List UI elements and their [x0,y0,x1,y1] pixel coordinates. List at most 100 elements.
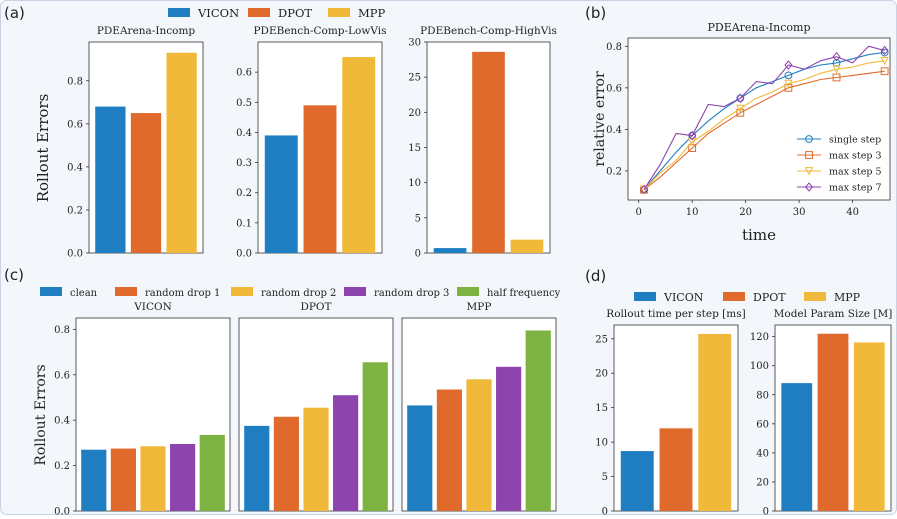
panel-a-legend-label-2: MPP [358,6,386,20]
panel-c-legend-swatch-0 [40,287,62,296]
panel-b-ylabel: relative error [592,71,608,167]
panel-d-legend-label-0: VICON [663,291,704,304]
panel-a-sub2-ytick-label: 0 [415,249,421,260]
panel-a-sub0-bar-1 [130,113,162,253]
panel-a-sub0-ytick-label: 0.2 [67,205,83,216]
panel-b-legend-marker-1 [805,151,813,159]
panel-a-sub0-ytick-label: 0.8 [67,76,83,87]
panel-b-series-1-point [880,67,889,76]
panel-d-legend-swatch-0 [634,292,656,301]
panel-c-legend-swatch-1 [115,287,137,296]
panel-c-sub1-bar-4 [362,362,388,511]
panel-c-sub1-bar-2 [303,407,329,511]
panel-c-legend-swatch-4 [457,287,479,296]
panel-d-sub1-bar-2 [853,342,885,511]
panel-a-sub1-ytick-label: 0.1 [236,218,252,229]
panel-d-sub0-ytick-label: 15 [595,403,608,414]
panel-a-sub2-ytick-label: 25 [408,73,421,84]
panel-c-sub0-bar-3 [170,444,196,511]
panel-b-series-2-point [832,65,841,74]
panel-b-xtick-label: 10 [686,207,699,218]
panel-b-xtick-label: 0 [636,207,642,218]
panel-b-series-1-point [736,108,745,117]
panel-a-legend-swatch-2 [328,8,350,17]
panel-a-sub2-ytick-label: 5 [415,213,421,224]
panel-a-sub1-bar-2 [342,57,376,254]
panel-a-sub0-bar-2 [166,52,197,253]
panel-b-series-line-3 [643,45,885,190]
panel-d-sub0-ytick-label: 5 [602,472,608,483]
panel-c-sub1-bar-3 [333,395,359,511]
panel-a-sub0-ytick-label: 0.0 [67,249,83,260]
panel-c-sub0-bar-2 [140,446,166,511]
panel-d-legend-label-1: DPOT [753,291,786,304]
panel-a-sub2-ytick-label: 30 [408,38,421,49]
panel-d-sub0-bar-1 [659,428,693,511]
panel-d-legend-swatch-2 [804,292,826,301]
panel-b-series-2-point [736,104,745,114]
panel-c-legend-label-4: half frequency [487,288,561,299]
panel-b-series-3-point [736,93,745,104]
panel-c-sub2-bar-2 [466,379,492,511]
panel-c-sub0-ytick-label: 0.0 [54,507,70,516]
panel-c-sub1-bar-0 [244,425,270,511]
panel-d-sub0-ytick-label: 20 [595,369,608,380]
panel-c-sub0-ytick-label: 0.6 [54,370,70,381]
panel-c-legend-swatch-3 [344,287,366,296]
panel-b-series-3-point [832,51,841,62]
panel-c-sub2-subplot-title: MPP [467,301,492,313]
panel-b-title: PDEArena-Incomp [707,21,810,34]
panel-c-sub1-subplot-title: DPOT [300,301,331,313]
panel-a-sub0-bar-0 [95,106,126,254]
panel-d-legend-swatch-1 [723,292,745,301]
panel-a-sub0-subplot-title: PDEArena-Incomp [97,25,196,37]
panel-a-sub1-ytick-label: 0.2 [236,188,252,199]
panel-b-series-2-point [880,56,889,66]
panel-c-sub1-bar-1 [273,416,299,511]
panel-b-legend-marker-3 [804,182,814,192]
panel-c-sub0-bar-1 [110,448,136,511]
panel-d-sub1-bar-1 [817,333,849,511]
panel-b-series-0-point [880,48,889,57]
panel-a-sub2-bar-0 [433,248,467,253]
panel-a-legend-swatch-0 [168,8,190,17]
panel-c-sub2-bar-0 [407,405,433,511]
panel-b-series-line-1 [643,70,885,191]
panel-a-sub2-ytick-label: 20 [408,108,421,119]
panel-d-sub1-ytick-label: 20 [756,477,769,488]
panel-c-legend-label-2: random drop 2 [261,288,336,299]
panel-a-sub2-ytick-label: 10 [408,178,421,189]
panel-a-sub1-bar-0 [264,135,298,253]
panel-a-sub1-ytick-label: 0.6 [236,68,252,79]
panel-c-sub0-ytick-label: 0.2 [54,461,70,472]
panel-d-sub0-ytick-label: 0 [602,507,608,516]
panel-a-sub0-ytick-label: 0.4 [67,162,83,173]
panel-d-legend-label-2: MPP [834,291,861,304]
panel-b-xtick-label: 30 [793,207,806,218]
panel-b-series-3-point [880,45,889,56]
panel-a-legend-swatch-1 [248,8,270,17]
panel-b-series-line-2 [643,60,885,190]
panel-b-legend-label-1: max step 3 [829,151,882,162]
panel-b-series-1-point [784,83,793,92]
panel-b-series-3-point [639,184,649,195]
panel-a-sub0-ytick-label: 0.6 [67,119,83,130]
panel-b-legend-label-2: max step 5 [829,167,882,178]
panel-a-sub1-subplot-title: PDEBench-Comp-LowVis [253,25,386,37]
panel-c-sub2-bar-3 [496,366,522,511]
panel-a-sub1-ytick-label: 0.5 [236,98,252,109]
panel-b-label: (b) [585,4,606,22]
panel-b-series-0-point [784,71,793,80]
panel-d-sub1-ytick-label: 80 [756,390,769,401]
panel-d-sub1-subplot-title: Model Param Size [M] [774,308,893,320]
panel-b-legend-marker-0 [805,135,813,143]
panel-b-xtick-label: 20 [739,207,752,218]
panel-a-sub2-ytick-label: 15 [408,143,421,154]
panel-d-sub1-ytick-label: 40 [756,448,769,459]
panel-a-sub1-ytick-label: 0.0 [236,249,252,260]
panel-b-axes-frame [627,37,891,201]
panel-a-ylabel: Rollout Errors [34,94,52,203]
panel-b-series-line-0 [643,51,885,190]
panel-b-series-1-point [832,73,841,82]
